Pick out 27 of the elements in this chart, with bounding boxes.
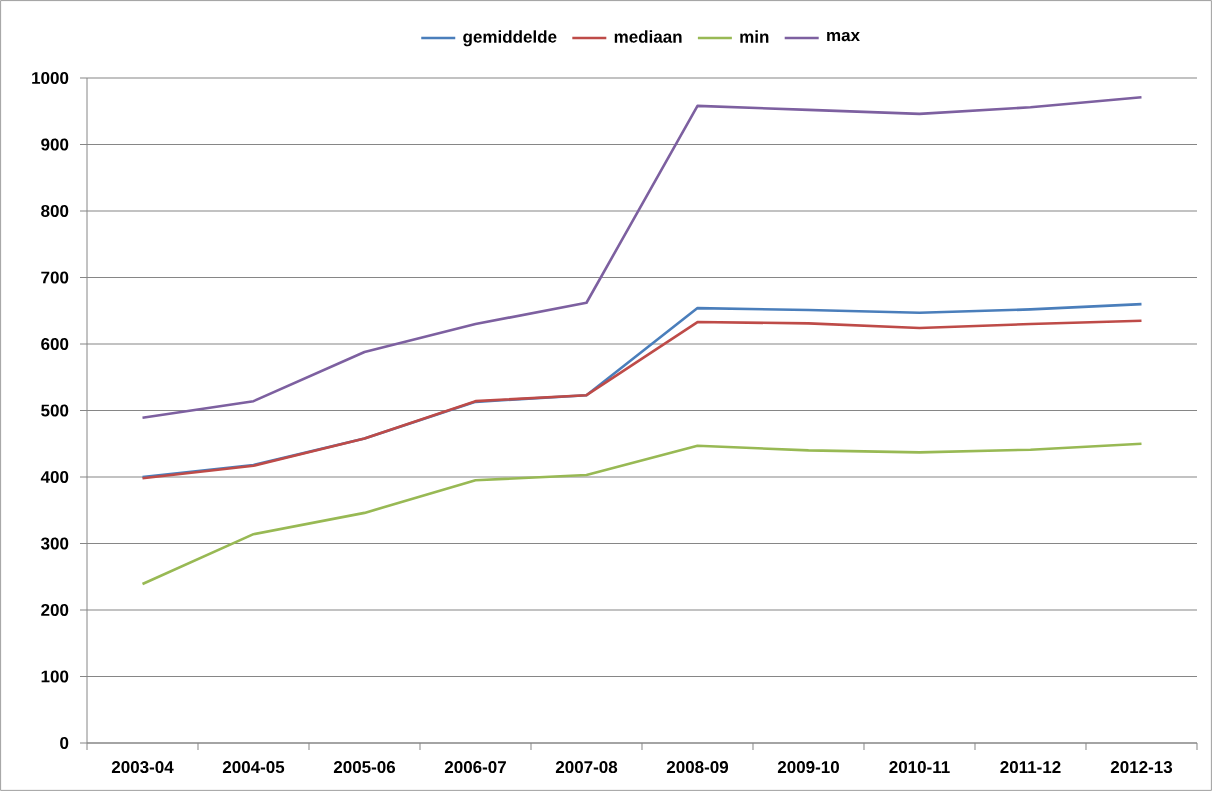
y-tick-label: 700 [41,271,69,284]
y-tick-label: 500 [41,404,69,417]
legend-label: mediaan [614,30,682,43]
x-tick-label: 2012-13 [1110,761,1173,774]
legend-label: min [740,30,769,43]
x-tick-label: 2006-07 [444,761,506,774]
x-tick-label: 2005-06 [333,761,396,774]
y-tick-label: 1000 [32,71,69,84]
y-tick-label: 100 [41,670,69,683]
y-tick-label: 0 [60,736,69,749]
y-tick-label: 900 [41,138,69,151]
x-tick-label: 2011-12 [1000,761,1061,774]
line-series [141,442,1143,586]
legend-label: gemiddelde [463,30,557,47]
x-tick-label: 2003-04 [111,761,174,774]
y-tick-label: 400 [40,470,69,483]
x-tick-label: 2008-09 [666,761,729,774]
y-tick-label: 600 [41,337,69,350]
line-series [141,95,1143,420]
x-tick-label: 2004-05 [222,761,285,774]
x-tick-label: 2007-08 [555,761,618,774]
legend-label: max [827,31,860,42]
x-tick-label: 2010-11 [889,761,950,774]
x-tick-label: 2009-10 [777,761,839,774]
y-tick-label: 800 [41,204,69,217]
y-tick-label: 200 [41,603,69,616]
y-tick-label: 300 [40,537,69,550]
